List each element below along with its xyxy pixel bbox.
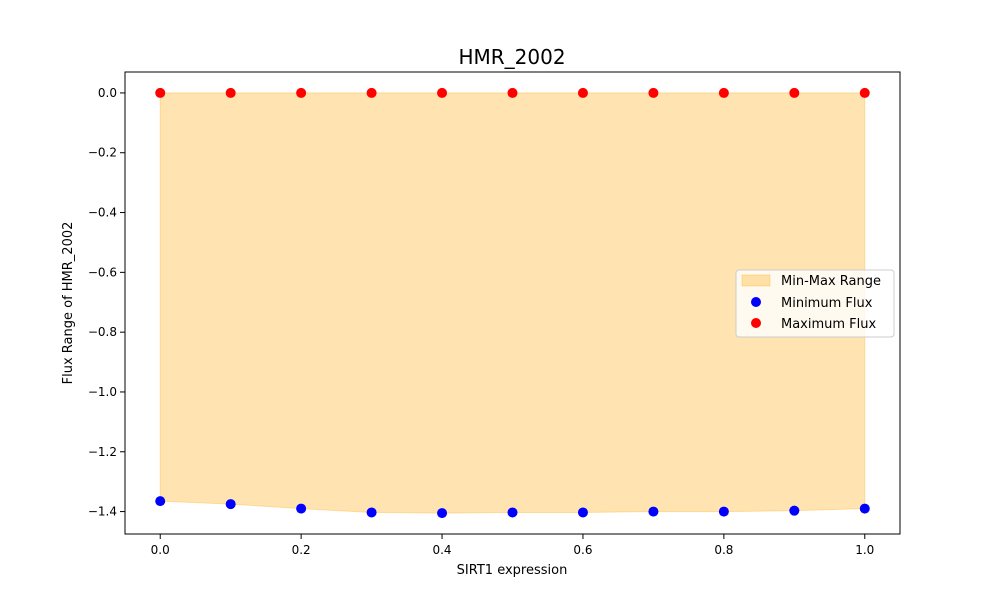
y-tick-label: −0.8 xyxy=(88,325,117,339)
max-flux-point xyxy=(789,87,800,98)
legend-box xyxy=(735,269,895,338)
min-flux-point xyxy=(155,496,166,507)
min-flux-point xyxy=(718,506,729,517)
max-flux-point xyxy=(366,87,377,98)
max-flux-point xyxy=(859,87,870,98)
legend-marker-max xyxy=(751,318,761,328)
min-flux-point xyxy=(296,503,307,514)
min-flux-point xyxy=(577,507,588,518)
legend: Min-Max Range Minimum Flux Maximum Flux xyxy=(735,269,895,338)
min-flux-point xyxy=(859,503,870,514)
max-flux-point xyxy=(437,87,448,98)
y-tick-label: −1.4 xyxy=(88,505,117,519)
max-flux-point xyxy=(507,87,518,98)
min-flux-point xyxy=(437,508,448,519)
min-flux-point xyxy=(225,499,236,510)
legend-swatch-range xyxy=(741,274,771,287)
legend-label-min: Minimum Flux xyxy=(781,296,873,311)
max-flux-point xyxy=(225,87,236,98)
legend-label-max: Maximum Flux xyxy=(781,317,877,332)
y-axis: 0.0 −0.2 −0.4 −0.6 −0.8 −1.0 −1.2 −1.4 xyxy=(88,86,125,519)
x-axis-label: SIRT1 expression xyxy=(457,563,568,578)
min-flux-point xyxy=(648,506,659,517)
chart-title: HMR_2002 xyxy=(458,45,565,69)
y-tick-label: −0.2 xyxy=(88,146,117,160)
x-tick-label: 1.0 xyxy=(855,543,874,557)
y-tick-label: 0.0 xyxy=(98,86,117,100)
y-tick-label: −1.0 xyxy=(88,385,117,399)
legend-marker-min xyxy=(751,297,761,307)
y-axis-label: Flux Range of HMR_2002 xyxy=(61,222,76,385)
x-tick-label: 0.0 xyxy=(151,543,170,557)
max-flux-point xyxy=(577,87,588,98)
plot-area xyxy=(155,87,870,519)
plot-frame xyxy=(124,71,901,535)
max-flux-point xyxy=(296,87,307,98)
max-flux-point xyxy=(718,87,729,98)
y-tick-label: −1.2 xyxy=(88,445,117,459)
legend-label-range: Min-Max Range xyxy=(781,274,881,289)
x-tick-label: 0.2 xyxy=(292,543,311,557)
x-tick-label: 0.8 xyxy=(714,543,733,557)
y-tick-label: −0.6 xyxy=(88,265,117,279)
min-flux-point xyxy=(366,507,377,518)
x-tick-label: 0.6 xyxy=(573,543,592,557)
x-tick-label: 0.4 xyxy=(432,543,451,557)
x-axis: 0.0 0.2 0.4 0.6 0.8 1.0 xyxy=(151,534,874,557)
min-flux-point xyxy=(507,507,518,518)
y-tick-label: −0.4 xyxy=(88,206,117,220)
max-flux-point xyxy=(155,87,166,98)
min-flux-point xyxy=(789,505,800,516)
max-flux-point xyxy=(648,87,659,98)
